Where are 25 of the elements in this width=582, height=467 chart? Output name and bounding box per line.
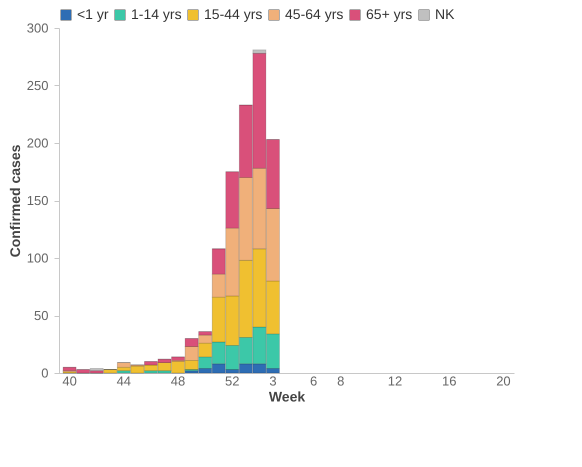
y-tick-label: 200 (26, 136, 48, 150)
legend-label: NK (435, 6, 456, 22)
x-tick-label: 52 (225, 374, 240, 388)
y-tick-label: 100 (26, 250, 48, 266)
x-tick-label: 20 (496, 374, 511, 388)
y-tick-label: 0 (41, 366, 48, 380)
legend-label: 1-14 yrs (131, 6, 182, 22)
y-tick-label: 50 (34, 308, 48, 323)
legend-label: 65+ yrs (366, 6, 412, 22)
x-tick-label: 40 (62, 374, 77, 388)
x-tick-label: 44 (116, 374, 132, 388)
x-tick-label: 12 (388, 374, 402, 388)
x-tick-label: 8 (337, 374, 344, 388)
y-axis-title: Confirmed cases (6, 144, 23, 258)
legend-label: 45-64 yrs (285, 6, 344, 22)
legend-label: <1 yr (77, 6, 109, 22)
x-tick-label: 48 (170, 374, 186, 388)
x-axis-title: Week (268, 388, 306, 404)
y-tick-label: 150 (26, 193, 48, 208)
x-tick-label: 3 (269, 374, 277, 388)
x-tick-label: 6 (310, 374, 318, 388)
legend-label: 15-44 yrs (204, 6, 262, 22)
x-tick-label: 16 (442, 374, 456, 388)
y-tick-label: 250 (26, 78, 48, 93)
y-tick-label: 300 (26, 20, 48, 36)
